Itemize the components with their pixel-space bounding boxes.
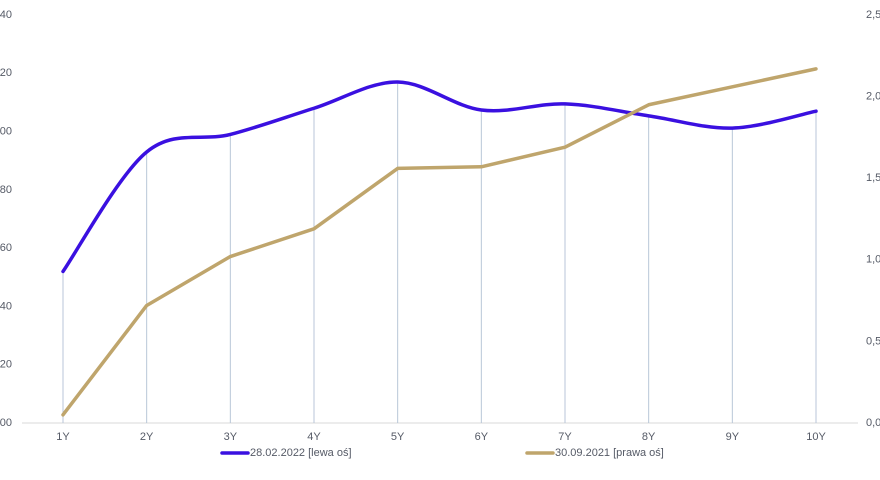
- legend-label: 28.02.2022 [lewa oś]: [250, 447, 352, 459]
- series-line: [61, 80, 818, 274]
- y-tick-label: 00: [0, 417, 12, 429]
- y-tick-label: 80: [0, 184, 12, 196]
- legend-label: 30.09.2021 [prawa oś]: [555, 447, 664, 459]
- y2-tick-label: 2,0: [866, 91, 880, 103]
- y2-tick-label: 0,0: [866, 417, 880, 429]
- y-tick-label: 40: [0, 300, 12, 312]
- series-line: [61, 67, 818, 417]
- y-tick-label: 20: [0, 359, 12, 371]
- x-tick-label: 8Y: [642, 431, 656, 443]
- x-tick-label: 4Y: [307, 431, 321, 443]
- x-tick-label: 5Y: [391, 431, 405, 443]
- y-tick-label: 40: [0, 9, 12, 21]
- x-tick-label: 10Y: [806, 431, 826, 443]
- y2-tick-label: 2,5: [866, 9, 880, 21]
- y-tick-label: 60: [0, 242, 12, 254]
- x-tick-label: 9Y: [726, 431, 740, 443]
- y2-tick-label: 0,5: [866, 335, 880, 347]
- x-tick-label: 3Y: [224, 431, 238, 443]
- x-tick-label: 7Y: [558, 431, 572, 443]
- x-tick-label: 6Y: [475, 431, 489, 443]
- y2-tick-label: 1,5: [866, 172, 880, 184]
- x-tick-label: 2Y: [140, 431, 154, 443]
- x-tick-label: 1Y: [56, 431, 70, 443]
- y-tick-label: 00: [0, 125, 12, 137]
- y-tick-label: 20: [0, 67, 12, 79]
- y2-tick-label: 1,0: [866, 254, 880, 266]
